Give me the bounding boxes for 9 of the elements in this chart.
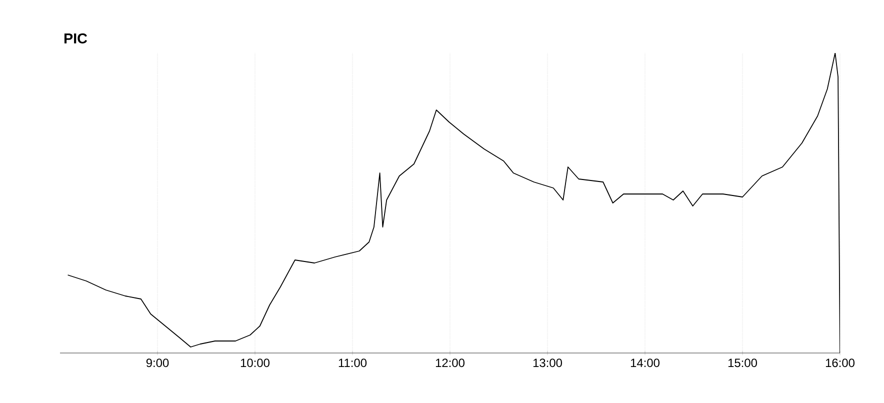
x-tick-label: 15:00 [728,358,757,368]
chart-title: PIC [64,33,88,44]
x-tick-label: 13:00 [533,358,562,368]
x-tick-label: 14:00 [630,358,660,368]
x-tick-label: 12:00 [436,358,464,368]
x-tick-label: 9:00 [146,358,169,368]
x-tick-label: 11:00 [338,358,367,368]
x-tick-label: 16:00 [826,358,854,368]
x-tick-label: 10:00 [240,358,270,368]
